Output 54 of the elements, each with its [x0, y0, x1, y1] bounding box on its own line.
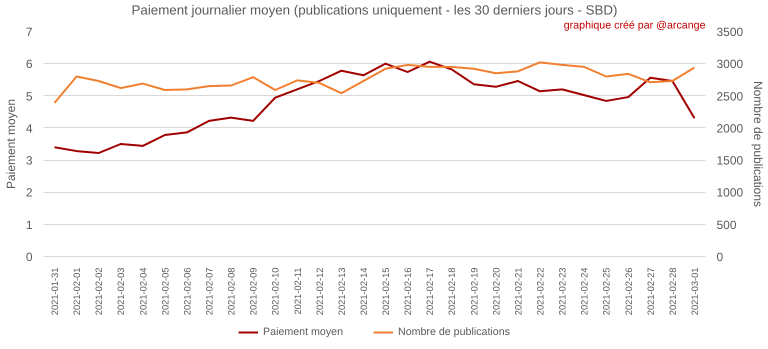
x-tick-label: 2021-03-01	[690, 267, 700, 316]
y2-tick-label: 2000	[716, 121, 744, 136]
y-tick-label: 6	[26, 57, 33, 72]
y-tick-label: 7	[26, 25, 33, 39]
x-tick-label: 2021-02-14	[358, 267, 369, 316]
chart-title: Paiement journalier moyen (publications uniquement - les 30 derniers jours - SBD)	[132, 2, 618, 18]
x-tick-label: 2021-02-24	[580, 267, 590, 316]
x-tick-label: 2021-02-19	[469, 267, 480, 316]
y-axis-title: Paiement moyen	[4, 98, 18, 190]
x-tick-label: 2021-02-07	[204, 267, 214, 316]
line-series	[54, 60, 696, 154]
x-tick-label: 2021-02-13	[336, 267, 347, 316]
legend-label: Nombre de publications	[398, 326, 510, 338]
y2-tick-label: 500	[716, 218, 737, 232]
y-tick-label: 0	[26, 250, 33, 264]
x-tick-label: 2021-02-12	[314, 267, 325, 316]
x-tick-label: 2021-02-16	[403, 267, 414, 316]
y2-tick-label: 3500	[716, 25, 744, 39]
x-tick-label: 2021-02-26	[624, 267, 634, 316]
x-tick-label: 2021-02-25	[602, 267, 612, 316]
x-tick-label: 2021-02-28	[668, 267, 678, 316]
y-tick-label: 2	[26, 186, 33, 200]
y2-tick-label: 2500	[716, 89, 744, 104]
x-tick-label: 2021-02-20	[491, 267, 502, 316]
x-tick-label: 2021-02-01	[72, 267, 82, 316]
y-tick-label: 1	[26, 218, 33, 232]
x-tick-label: 2021-01-31	[50, 267, 60, 316]
x-tick-label: 2021-02-05	[160, 267, 170, 316]
x-tick-label: 2021-02-10	[270, 267, 281, 316]
x-tick-label: 2021-02-06	[182, 267, 192, 316]
y-tick-label: 3	[26, 154, 33, 168]
annotation: graphique créé par @arcange	[564, 20, 706, 32]
y2-tick-label: 0	[716, 250, 724, 264]
x-tick-label: 2021-02-18	[447, 267, 458, 316]
y2-tick-label: 3000	[716, 57, 744, 72]
y2-tick-label: 1500	[716, 154, 744, 168]
x-tick-label: 2021-02-27	[646, 267, 656, 316]
x-tick-label: 2021-02-21	[513, 267, 524, 316]
x-tick-label: 2021-02-03	[116, 267, 126, 316]
y2-axis-title: Nombre de publications	[751, 80, 766, 208]
x-tick-label: 2021-02-23	[558, 267, 568, 316]
line-series	[54, 61, 696, 104]
y2-tick-label: 1000	[716, 186, 744, 200]
x-tick-label: 2021-02-22	[536, 267, 546, 316]
legend-label: Paiement moyen	[263, 326, 344, 338]
x-tick-label: 2021-02-15	[381, 267, 392, 316]
x-tick-label: 2021-02-09	[248, 267, 259, 316]
y-tick-label: 5	[26, 89, 33, 104]
x-tick-label: 2021-02-04	[138, 267, 148, 316]
y-tick-label: 4	[26, 121, 33, 136]
x-tick-label: 2021-02-17	[425, 267, 436, 316]
x-tick-label: 2021-02-08	[226, 267, 237, 316]
x-tick-label: 2021-02-11	[292, 267, 303, 315]
x-tick-label: 2021-02-02	[94, 267, 104, 316]
